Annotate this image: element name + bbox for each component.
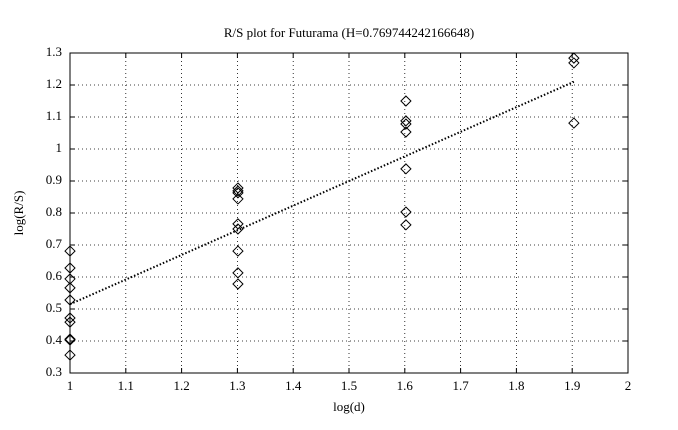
y-tick-label: 1.2 bbox=[46, 76, 62, 91]
x-tick-label: 1.7 bbox=[452, 378, 469, 393]
data-point bbox=[64, 312, 76, 324]
data-point bbox=[400, 126, 412, 138]
x-tick-label: 1.1 bbox=[118, 378, 134, 393]
data-point bbox=[64, 245, 76, 257]
y-tick-label: 0.6 bbox=[46, 268, 63, 283]
x-tick-label: 1 bbox=[67, 378, 74, 393]
data-point bbox=[232, 218, 244, 230]
data-point bbox=[64, 262, 76, 274]
y-tick-label: 0.5 bbox=[46, 300, 62, 315]
data-point bbox=[64, 334, 76, 346]
x-axis-label: log(d) bbox=[333, 399, 365, 414]
data-point bbox=[232, 185, 244, 197]
y-axis-label: log(R/S) bbox=[11, 191, 26, 236]
data-point bbox=[400, 206, 412, 218]
x-tick-label: 1.9 bbox=[564, 378, 580, 393]
x-tick-label: 1.2 bbox=[173, 378, 189, 393]
data-point bbox=[64, 282, 76, 294]
data-point bbox=[64, 349, 76, 361]
data-point bbox=[568, 52, 580, 64]
data-point bbox=[232, 245, 244, 257]
y-tick-label: 1 bbox=[56, 140, 63, 155]
plot-frame bbox=[69, 52, 629, 374]
data-point bbox=[568, 57, 580, 69]
data-point bbox=[64, 273, 76, 285]
y-tick-label: 0.3 bbox=[46, 364, 62, 379]
y-tick-label: 0.9 bbox=[46, 172, 62, 187]
data-point bbox=[400, 95, 412, 107]
data-point bbox=[400, 219, 412, 231]
x-tick-label: 1.5 bbox=[341, 378, 357, 393]
data-point bbox=[64, 294, 76, 306]
data-point bbox=[232, 278, 244, 290]
x-tick-label: 1.3 bbox=[229, 378, 245, 393]
data-point bbox=[400, 118, 412, 130]
chart-title: R/S plot for Futurama (H=0.7697442421666… bbox=[224, 25, 474, 40]
data-point bbox=[232, 223, 244, 235]
data-point bbox=[64, 316, 76, 328]
data-point bbox=[232, 182, 244, 194]
data-point bbox=[400, 115, 412, 127]
y-tick-label: 1.3 bbox=[46, 44, 62, 59]
x-tick-label: 1.4 bbox=[285, 378, 302, 393]
x-tick-label: 2 bbox=[625, 378, 632, 393]
x-tick-label: 1.6 bbox=[397, 378, 414, 393]
y-tick-label: 0.4 bbox=[46, 332, 63, 347]
data-point bbox=[232, 267, 244, 279]
x-tick-label: 1.8 bbox=[508, 378, 524, 393]
fit-line bbox=[69, 80, 575, 306]
data-point bbox=[400, 163, 412, 175]
data-point bbox=[232, 193, 244, 205]
y-tick-label: 0.8 bbox=[46, 204, 62, 219]
y-tick-label: 1.1 bbox=[46, 108, 62, 123]
data-point bbox=[64, 333, 76, 345]
data-point bbox=[568, 117, 580, 129]
y-tick-label: 0.7 bbox=[46, 236, 63, 251]
data-point bbox=[232, 187, 244, 199]
